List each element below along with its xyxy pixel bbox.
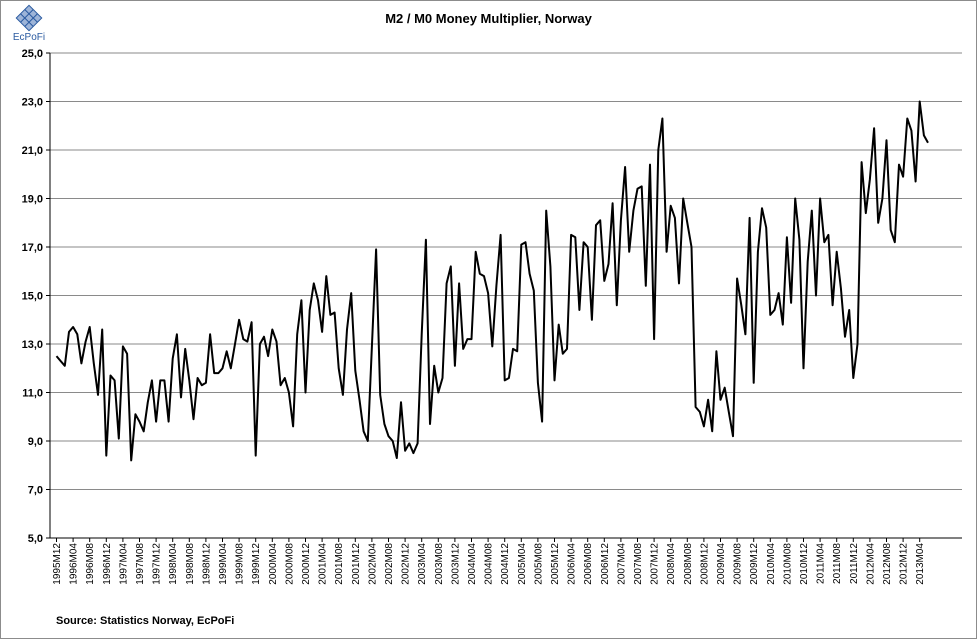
x-tick-label: 2007M08 (633, 543, 644, 585)
x-tick-label: 2003M04 (417, 543, 428, 585)
x-tick-label: 2002M12 (401, 543, 412, 585)
x-tick-label: 1996M12 (102, 543, 113, 585)
x-tick-label: 2010M04 (766, 543, 777, 585)
x-tick-label: 2012M04 (865, 543, 876, 585)
series-group (55, 100, 929, 462)
x-tick-label: 2003M08 (434, 543, 445, 585)
x-tick-label: 2005M12 (550, 543, 561, 585)
y-tick-label: 13,0 (22, 339, 43, 351)
x-tick-label: 2001M08 (334, 543, 345, 585)
y-tick-label: 11,0 (22, 388, 43, 400)
x-tick-label: 1996M08 (85, 543, 96, 585)
x-tick-label: 1998M04 (168, 543, 179, 585)
x-tick-label: 1998M08 (185, 543, 196, 585)
y-tick-label: 23,0 (22, 97, 43, 109)
x-tick-label: 2008M12 (699, 543, 710, 585)
y-tick-label: 17,0 (22, 242, 43, 254)
x-tick-label: 2012M12 (899, 543, 910, 585)
x-tick-label: 2008M08 (683, 543, 694, 585)
x-tick-label: 2011M08 (832, 543, 843, 584)
x-tick-label: 2004M04 (467, 543, 478, 585)
x-tick-label: 1997M12 (152, 543, 163, 585)
x-tick-label: 2009M04 (716, 543, 727, 585)
x-tick-label: 1997M08 (135, 543, 146, 585)
x-tick-label: 1999M08 (235, 543, 246, 585)
x-tick-label: 2001M12 (351, 543, 362, 585)
ecpofi-logo-icon (15, 4, 43, 32)
series-line-m2-m0 (55, 100, 929, 462)
x-axis-ticks: 1995M12 1996M04 1996M08 1996M12 1997M04 1997M… (52, 538, 926, 585)
y-tick-label: 9,0 (28, 436, 43, 448)
x-tick-label: 1997M04 (118, 543, 129, 585)
x-tick-label: 2001M04 (318, 543, 329, 585)
y-tick-label: 7,0 (28, 485, 43, 497)
x-tick-label: 2007M12 (650, 543, 661, 585)
chart-title: M2 / M0 Money Multiplier, Norway (385, 11, 592, 26)
x-tick-label: 1999M12 (251, 543, 262, 585)
x-tick-label: 2011M04 (816, 543, 827, 584)
x-tick-label: 2002M04 (367, 543, 378, 585)
y-tick-label: 15,0 (22, 291, 43, 303)
y-tick-label: 25,0 (22, 48, 43, 60)
x-tick-label: 2007M04 (616, 543, 627, 585)
x-tick-label: 2009M12 (749, 543, 760, 585)
x-tick-label: 2003M12 (450, 543, 461, 585)
x-tick-label: 2004M12 (500, 543, 511, 585)
x-tick-label: 2000M12 (301, 543, 312, 585)
x-tick-label: 2002M08 (384, 543, 395, 585)
x-tick-label: 2009M08 (733, 543, 744, 585)
x-tick-label: 2008M04 (666, 543, 677, 585)
x-tick-label: 2010M12 (799, 543, 810, 585)
x-tick-label: 2013M04 (915, 543, 926, 585)
x-tick-label: 2012M08 (882, 543, 893, 585)
x-tick-label: 2010M08 (782, 543, 793, 585)
x-tick-label: 2006M12 (600, 543, 611, 585)
x-tick-label: 2011M12 (849, 543, 860, 584)
y-tick-label: 21,0 (22, 145, 43, 157)
x-tick-label: 2000M04 (268, 543, 279, 585)
y-tick-label: 19,0 (22, 194, 43, 206)
x-tick-label: 1998M12 (201, 543, 212, 585)
x-tick-label: 2006M04 (567, 543, 578, 585)
x-tick-label: 1995M12 (52, 543, 63, 585)
source-note: Source: Statistics Norway, EcPoFi (56, 615, 235, 627)
logo-text: EcPoFi (12, 32, 46, 43)
x-tick-label: 1999M04 (218, 543, 229, 585)
y-axis-ticks: 5,0 7,0 9,0 11,0 13,0 15,0 17,0 19,0 21,0 23,0 25,… (22, 48, 50, 545)
x-tick-label: 2006M08 (583, 543, 594, 585)
y-tick-label: 5,0 (28, 533, 43, 545)
x-tick-label: 2005M08 (533, 543, 544, 585)
x-tick-label: 2000M08 (284, 543, 295, 585)
x-tick-label: 2004M08 (484, 543, 495, 585)
gridlines (50, 52, 962, 539)
x-tick-label: 2005M04 (517, 543, 528, 585)
x-tick-label: 1996M04 (69, 543, 80, 585)
